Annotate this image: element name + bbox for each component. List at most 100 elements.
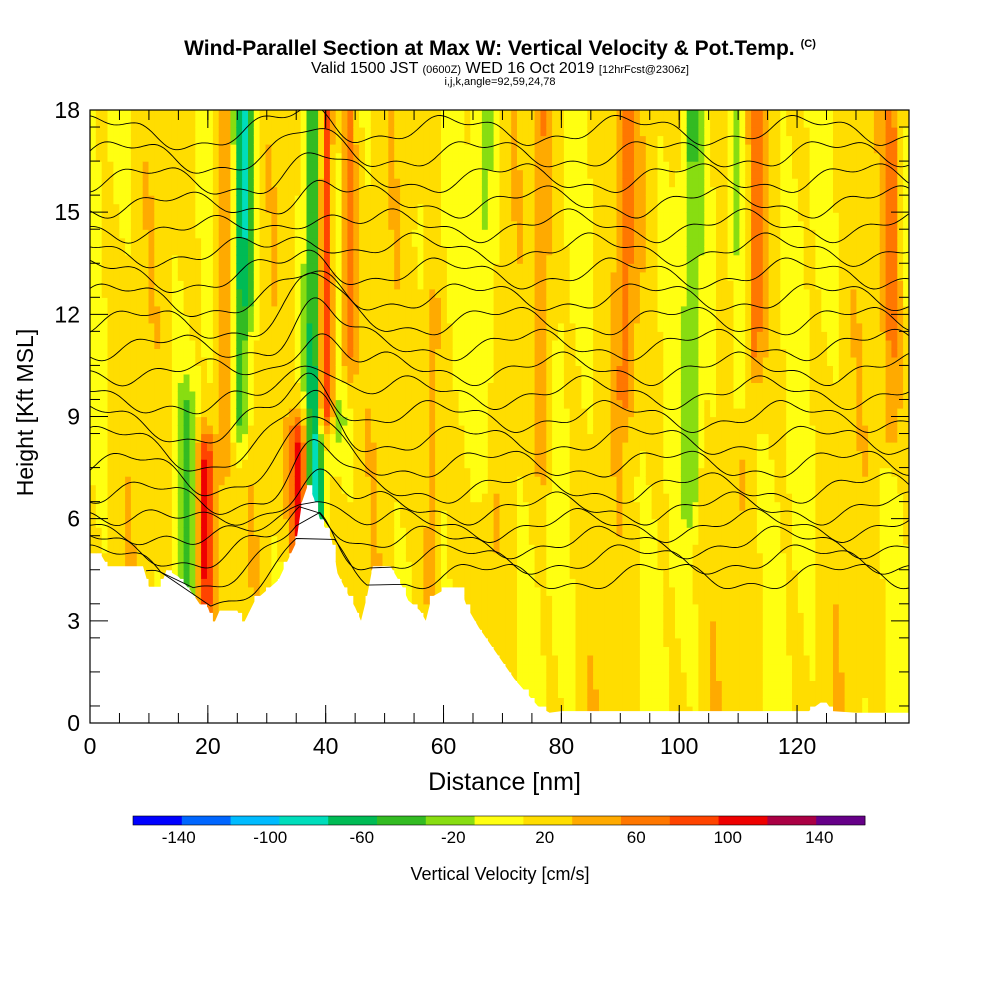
velocity-cell — [476, 271, 483, 281]
velocity-cell — [587, 569, 594, 579]
velocity-cell — [517, 450, 524, 460]
velocity-cell — [587, 408, 594, 418]
velocity-cell — [177, 322, 185, 332]
velocity-cell — [470, 127, 477, 137]
velocity-cell — [417, 144, 425, 154]
velocity-cell — [423, 442, 430, 452]
velocity-cell — [335, 391, 343, 401]
velocity-cell — [125, 169, 132, 179]
velocity-cell — [177, 280, 185, 290]
velocity-cell — [177, 382, 185, 392]
velocity-cell — [499, 297, 506, 307]
velocity-cell — [517, 271, 524, 281]
velocity-cell — [324, 459, 331, 469]
velocity-cell — [365, 552, 372, 562]
velocity-cell — [552, 391, 559, 401]
velocity-cell — [160, 152, 167, 162]
velocity-cell — [195, 408, 202, 418]
velocity-cell — [253, 271, 261, 281]
velocity-cell — [207, 399, 214, 409]
velocity-cell — [534, 144, 542, 154]
velocity-cell — [300, 152, 308, 162]
velocity-cell — [207, 203, 214, 213]
velocity-cell — [230, 356, 237, 367]
velocity-cell — [107, 433, 114, 443]
velocity-cell — [218, 382, 226, 392]
velocity-cell — [224, 169, 232, 179]
velocity-cell — [195, 493, 202, 503]
velocity-cell — [347, 493, 354, 503]
velocity-cell — [253, 467, 261, 477]
velocity-cell — [154, 212, 161, 222]
velocity-cell — [359, 195, 366, 205]
velocity-cell — [575, 544, 582, 554]
velocity-cell — [218, 314, 226, 324]
velocity-cell — [312, 416, 319, 426]
velocity-cell — [95, 169, 103, 179]
velocity-cell — [201, 127, 208, 137]
velocity-cell — [160, 467, 167, 477]
velocity-cell — [376, 195, 384, 205]
velocity-cell — [294, 254, 302, 264]
velocity-cell — [300, 305, 308, 315]
velocity-cell — [242, 152, 249, 162]
velocity-cell — [300, 391, 308, 401]
velocity-cell — [563, 399, 571, 409]
velocity-cell — [207, 544, 214, 554]
velocity-cell — [569, 671, 577, 682]
velocity-cell — [563, 322, 571, 332]
velocity-cell — [101, 186, 109, 196]
velocity-cell — [271, 271, 278, 281]
velocity-cell — [382, 127, 389, 137]
velocity-cell — [171, 484, 179, 494]
velocity-cell — [476, 314, 483, 324]
velocity-cell — [464, 561, 471, 571]
velocity-cell — [400, 365, 407, 375]
velocity-cell — [581, 135, 588, 145]
velocity-cell — [569, 161, 577, 171]
velocity-cell — [476, 586, 483, 596]
velocity-cell — [441, 220, 448, 230]
velocity-cell — [365, 356, 372, 367]
velocity-cell — [388, 110, 395, 120]
velocity-cell — [324, 450, 331, 460]
velocity-cell — [224, 450, 232, 460]
velocity-cell — [230, 118, 237, 128]
velocity-cell — [464, 186, 471, 196]
velocity-cell — [522, 152, 530, 162]
velocity-cell — [312, 450, 319, 460]
velocity-cell — [493, 637, 501, 648]
velocity-cell — [552, 459, 559, 469]
velocity-cell — [201, 459, 208, 469]
velocity-cell — [464, 237, 471, 247]
velocity-cell — [230, 399, 237, 409]
velocity-cell — [283, 356, 290, 367]
velocity-cell — [534, 178, 542, 188]
velocity-cell — [90, 467, 97, 477]
velocity-cell — [493, 356, 501, 367]
velocity-cell — [207, 382, 214, 392]
velocity-cell — [470, 305, 477, 315]
velocity-cell — [300, 416, 308, 426]
velocity-cell — [212, 442, 220, 452]
velocity-cell — [446, 203, 454, 213]
velocity-cell — [441, 144, 448, 154]
velocity-cell — [546, 220, 553, 230]
velocity-cell — [376, 382, 384, 392]
velocity-cell — [446, 476, 454, 486]
velocity-cell — [458, 339, 466, 350]
velocity-cell — [265, 382, 272, 392]
velocity-cell — [359, 510, 366, 520]
velocity-cell — [212, 127, 220, 137]
velocity-cell — [587, 552, 594, 562]
velocity-cell — [166, 501, 173, 511]
velocity-cell — [563, 152, 571, 162]
velocity-cell — [113, 254, 120, 264]
velocity-cell — [306, 195, 313, 205]
velocity-cell — [400, 459, 407, 469]
velocity-cell — [464, 110, 471, 120]
velocity-cell — [388, 416, 395, 426]
velocity-cell — [136, 152, 144, 162]
velocity-cell — [376, 535, 384, 545]
velocity-cell — [540, 271, 547, 281]
